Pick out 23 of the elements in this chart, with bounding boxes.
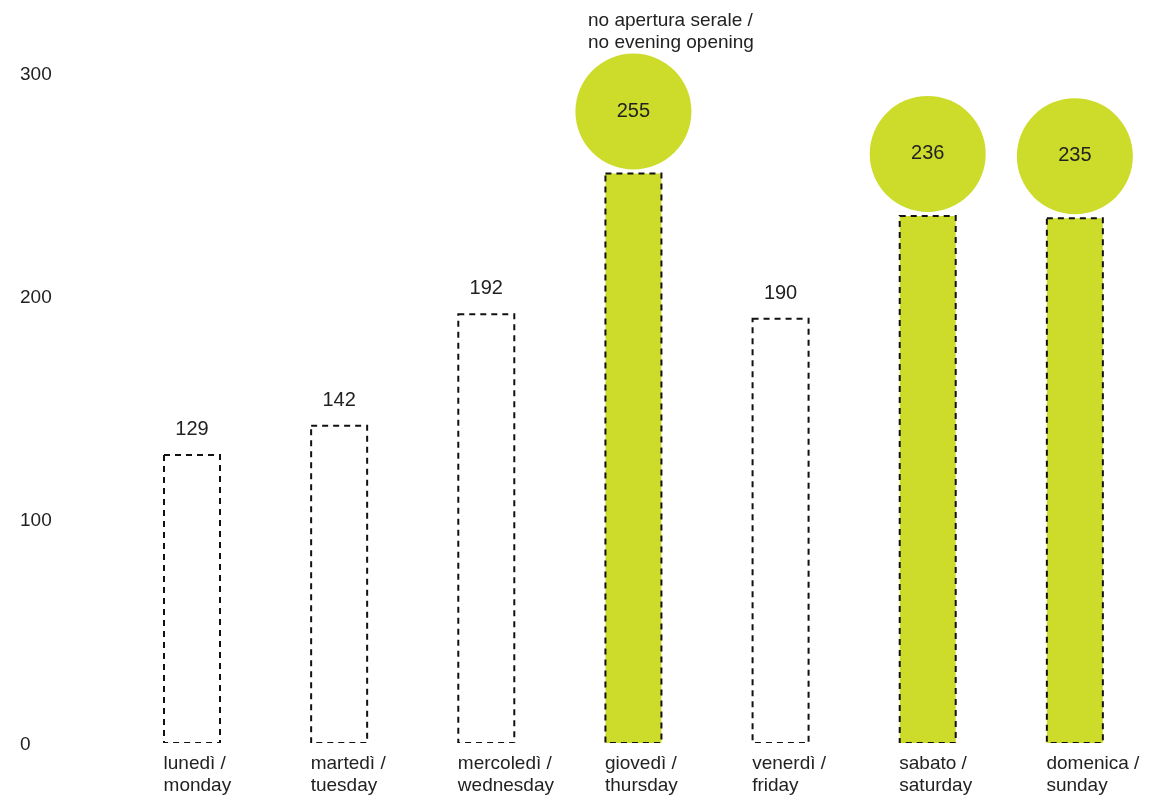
data-label: 236 xyxy=(911,141,945,164)
y-tick-label: 200 xyxy=(20,286,52,308)
data-label: 192 xyxy=(469,276,503,299)
x-tick-label: giovedì / thursday xyxy=(605,752,679,795)
bar xyxy=(751,317,810,743)
x-tick-label: mercoledì / wednesday xyxy=(456,752,555,795)
text: no apertura serale / no evening opening xyxy=(588,9,754,52)
bar xyxy=(457,313,516,743)
data-label: 255 xyxy=(616,98,651,121)
bar xyxy=(163,453,221,743)
data-label: 142 xyxy=(322,388,356,411)
x-tick-label: sabato / saturday xyxy=(899,752,973,795)
x-tick-label: venerdì / friday xyxy=(752,752,827,795)
data-label: 190 xyxy=(763,280,798,303)
x-tick-label: lunedì / monday xyxy=(163,752,232,795)
y-tick-label: 300 xyxy=(20,62,52,84)
bar xyxy=(310,424,369,743)
data-label: 235 xyxy=(1058,143,1092,166)
y-tick-label: 100 xyxy=(20,509,52,531)
y-tick-label: 0 xyxy=(20,732,31,754)
x-tick-label: martedì / tuesday xyxy=(310,752,387,795)
x-tick-label: domenica / sunday xyxy=(1046,752,1141,795)
data-label: 129 xyxy=(175,417,209,440)
